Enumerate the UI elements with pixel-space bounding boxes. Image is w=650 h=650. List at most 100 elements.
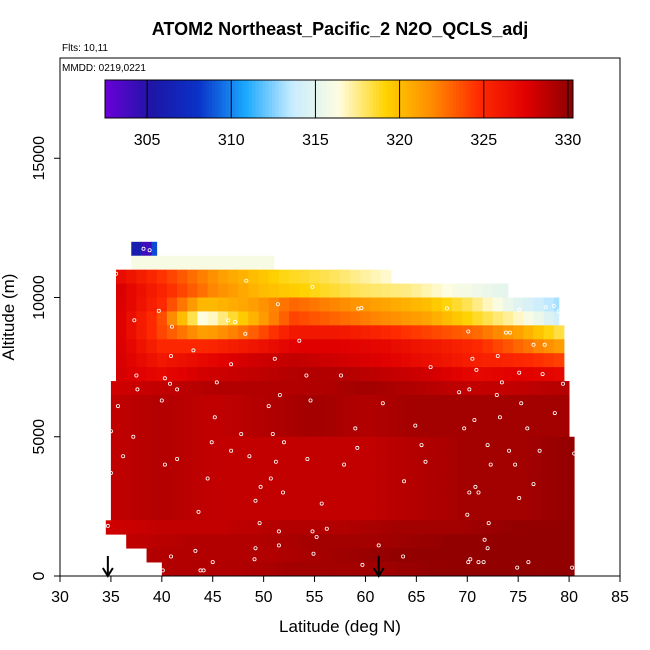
heatmap-cell — [548, 436, 560, 452]
heatmap-cell — [396, 408, 407, 424]
heatmap-cell — [340, 311, 351, 326]
heatmap-cell — [411, 325, 422, 340]
heatmap-cell — [370, 367, 382, 382]
colorbar-swatch — [556, 80, 561, 118]
heatmap-cell — [416, 506, 427, 521]
heatmap-cell — [284, 422, 295, 438]
heatmap-cell — [441, 520, 453, 535]
sample-point — [342, 462, 347, 467]
colorbar-swatch — [158, 80, 163, 118]
heatmap-cell — [299, 367, 310, 382]
heatmap-cell — [446, 422, 458, 438]
sample-point — [253, 546, 258, 551]
heatmap-cell — [131, 492, 142, 507]
heatmap-cell — [553, 548, 565, 563]
heatmap-cell — [396, 492, 407, 507]
heatmap-cell — [502, 297, 514, 312]
heatmap-cell — [431, 534, 443, 549]
x-tick-label: 85 — [611, 589, 629, 606]
colorbar-swatch — [499, 80, 504, 118]
heatmap-cell — [217, 283, 229, 298]
heatmap-cell — [385, 492, 397, 507]
heatmap-cell — [477, 381, 489, 396]
heatmap-cell — [228, 534, 239, 549]
heatmap-cell — [518, 436, 529, 452]
sample-point — [494, 392, 499, 397]
heatmap-cell — [441, 367, 453, 382]
heatmap-cell — [340, 534, 351, 549]
heatmap-cell — [426, 506, 438, 521]
heatmap-cell — [472, 520, 483, 535]
heatmap-cell — [161, 381, 173, 396]
heatmap-cell — [513, 297, 524, 312]
heatmap-cell — [406, 408, 417, 424]
heatmap-cell — [202, 255, 214, 271]
heatmap-cell — [294, 381, 305, 396]
sample-point — [552, 411, 557, 416]
heatmap-cell — [273, 464, 285, 479]
sample-point — [133, 560, 138, 565]
heatmap-cell — [182, 478, 193, 493]
sample-point — [270, 431, 275, 436]
heatmap-cell — [477, 450, 489, 465]
heatmap-cell — [126, 534, 137, 549]
heatmap-cell — [482, 325, 494, 340]
heatmap-cell — [345, 408, 356, 424]
heatmap-cell — [238, 297, 249, 312]
colorbar-swatch — [442, 80, 447, 118]
sample-point — [135, 387, 140, 392]
sample-point — [308, 398, 313, 403]
heatmap-cell — [217, 339, 229, 354]
heatmap-cell — [421, 367, 433, 382]
heatmap-cell — [278, 311, 290, 326]
heatmap-cell — [472, 325, 483, 340]
heatmap-cell — [538, 450, 550, 465]
sample-point — [272, 356, 277, 361]
heatmap-cell — [299, 325, 310, 340]
heatmap-cell — [197, 353, 209, 368]
heatmap-cell — [263, 381, 275, 396]
heatmap-cell — [141, 241, 153, 257]
heatmap-cell — [126, 311, 137, 326]
heatmap-cell — [141, 506, 153, 521]
heatmap-cell — [436, 450, 448, 465]
heatmap-cell — [278, 269, 290, 284]
heatmap-cell — [294, 492, 305, 507]
heatmap-cell — [268, 534, 280, 549]
heatmap-cell — [222, 450, 234, 465]
heatmap-cell — [222, 381, 234, 396]
heatmap-cell — [340, 339, 351, 354]
heatmap-cell — [187, 311, 198, 326]
sample-point — [108, 429, 113, 434]
heatmap-cell — [172, 562, 183, 577]
heatmap-cell — [136, 534, 147, 549]
heatmap-cell — [202, 381, 214, 396]
heatmap-cell — [156, 548, 168, 563]
heatmap-cell — [441, 548, 453, 563]
heatmap-cell — [166, 339, 178, 354]
sample-point — [466, 329, 471, 334]
colorbar-swatch — [429, 80, 434, 118]
sample-point — [531, 482, 536, 487]
heatmap-cell — [457, 562, 468, 577]
sample-point — [401, 554, 406, 559]
heatmap-cell — [299, 353, 310, 368]
heatmap-cell — [441, 311, 453, 326]
colorbar-swatch — [519, 80, 524, 118]
heatmap-cell — [396, 506, 407, 521]
heatmap-cell — [431, 325, 443, 340]
heatmap-cell — [345, 394, 356, 410]
colorbar-swatch — [141, 80, 146, 118]
heatmap-cell — [166, 353, 178, 368]
heatmap-cell — [121, 422, 132, 438]
colorbar-swatch — [526, 80, 531, 118]
heatmap-cell — [523, 325, 534, 340]
heatmap-cell — [558, 506, 570, 521]
heatmap-cell — [452, 548, 463, 563]
heatmap-cell — [502, 367, 514, 382]
heatmap-cell — [278, 283, 290, 298]
sample-point — [485, 546, 490, 551]
sample-point — [159, 249, 164, 254]
colorbar-swatch — [115, 80, 119, 118]
heatmap-cell — [228, 311, 239, 326]
